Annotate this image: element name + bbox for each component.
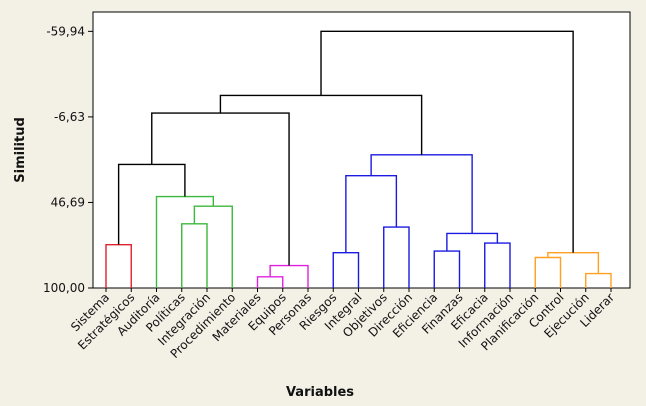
y-tick-label: -6,63 <box>54 110 85 124</box>
dendrogram-link-m15 <box>370 154 473 234</box>
dendrogram-link-m20 <box>320 30 574 253</box>
y-tick-label: -59,94 <box>46 24 85 38</box>
tick-layer: -59,94 -6,63 46,69 100,00 <box>43 24 612 295</box>
y-tick-label: 46,69 <box>51 195 85 209</box>
y-tick-label: 100,00 <box>43 281 85 295</box>
dendrogram-link-m17 <box>534 256 562 288</box>
plot-area <box>92 11 631 289</box>
y-axis-title: Similitud <box>13 117 28 183</box>
dendrogram-link-m5 <box>117 163 186 245</box>
dendrogram-links <box>105 30 612 288</box>
dendrogram-link-m13 <box>484 242 511 288</box>
dendrogram-link-m14 <box>446 232 499 252</box>
dendrogram-link-m2 <box>181 223 208 288</box>
dendrogram-link-m3 <box>193 205 233 288</box>
dendrogram-link-m4 <box>155 195 215 288</box>
x-axis-title: Variables <box>286 385 354 400</box>
dendrogram-link-m9 <box>332 251 360 288</box>
dendrogram-link-m19 <box>547 251 600 274</box>
dendrogram-link-m16 <box>219 94 423 155</box>
dendrogram-link-m7 <box>269 264 309 288</box>
